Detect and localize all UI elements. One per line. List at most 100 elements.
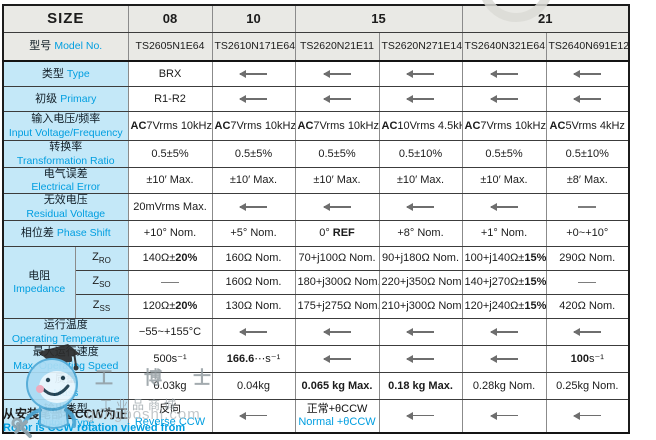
spec-cell <box>211 193 296 222</box>
ditto-left-arrow <box>406 70 434 77</box>
size-col-10: 10 <box>211 4 296 33</box>
spec-cell: 140Ω±20% <box>127 246 213 272</box>
spec-cell: 0.5±10% <box>378 140 463 168</box>
row-max-operating-speed: 最大运行速度 Max. Operating Speed 500s⁻¹ 166.6⋯… <box>2 345 630 374</box>
spec-cell <box>545 318 630 347</box>
spec-cell: 0.5±5% <box>294 140 380 168</box>
spec-cell <box>378 60 463 87</box>
spec-cell <box>211 398 296 434</box>
spec-cell: AC5Vrms 4kHz <box>545 111 630 141</box>
ditto-left-arrow <box>572 95 601 102</box>
row-electrical-error: 电气误差 Electrical Error ±10′ Max. ±10′ Max.… <box>2 166 630 195</box>
spec-cell: 0.04kg <box>211 372 296 400</box>
spec-cell <box>461 60 547 87</box>
row-label-input-voltage-frequency: 输入电压/频率 Input Voltage/Frequency <box>2 111 129 141</box>
spec-cell: 20mVrms Max. <box>127 193 213 222</box>
spec-cell: AC7Vrms 10kHz <box>127 111 213 141</box>
spec-cell: 140+j270Ω±15% <box>461 270 547 296</box>
row-label-operating-temperature: 运行温度 Operating Temperature <box>2 318 129 347</box>
spec-cell: 0.5±5% <box>461 140 547 168</box>
spec-cell: ±10′ Max. <box>211 166 296 195</box>
spec-cell: +10° Nom. <box>127 220 213 248</box>
spec-cell <box>294 318 380 347</box>
spec-cell: 0.18 kg Max. <box>378 372 463 400</box>
ditto-left-arrow <box>489 203 518 210</box>
row-impedance-zso: ZSO 160Ω Nom. 180+j300Ω Nom. 220+j350Ω Nom… <box>3 270 630 296</box>
spec-cell: 120+j240Ω±15% <box>461 294 547 320</box>
spec-cell <box>545 398 630 434</box>
spec-cell: AC7Vrms 10kHz <box>461 111 547 141</box>
spec-cell: 90+j180Ω Nom. <box>378 246 463 272</box>
dash-no-value <box>578 206 597 208</box>
ditto-left-arrow <box>239 70 267 77</box>
row-model-no: 型号 Model No. TS2605N1E64 TS2610N171E64 TS2… <box>2 32 630 62</box>
size-header-row: SIZE 08 10 15 21 <box>2 4 630 33</box>
rotation-footnote-en: Rotor is CCW rotation viewed from <box>3 422 186 435</box>
row-transformation-ratio: 转换率 Transformation Ratio 0.5±5% 0.5±5% 0.5… <box>2 140 630 168</box>
row-mass: 质量 Mass 0.03kg 0.04kg 0.065 kg Max. 0.18 kg… <box>2 372 630 400</box>
ditto-left-arrow <box>322 328 351 335</box>
row-label-type: 类型 Type <box>2 60 129 87</box>
spec-cell: 420Ω Nom. <box>545 294 630 320</box>
spec-cell: TS2640N691E125 <box>545 32 630 62</box>
spec-cell <box>461 318 547 347</box>
spec-cell <box>545 86 630 112</box>
rotation-footnote-cn: 从安装尾部看CCW为正 <box>3 407 128 421</box>
spec-cell: ±10′ Max. <box>461 166 547 195</box>
ditto-left-arrow <box>239 412 267 419</box>
spec-cell: 130Ω Nom. <box>211 294 296 320</box>
row-input-voltage-frequency: 输入电压/频率 Input Voltage/Frequency AC7Vrms … <box>2 111 630 141</box>
size-header-label: SIZE <box>2 4 129 33</box>
spec-cell: 166.6⋯s⁻¹ <box>211 345 296 374</box>
row-impedance-zro: 电阻 Impedance ZRO 140Ω±20% 160Ω Nom. 70+j10… <box>2 246 630 320</box>
spec-cell: 0.03kg <box>127 372 213 400</box>
ditto-left-arrow <box>406 412 434 419</box>
spec-cell <box>211 60 296 87</box>
spec-cell: +5° Nom. <box>211 220 296 248</box>
spec-cell: 220+j350Ω Nom. <box>378 270 463 296</box>
resolver-spec-table: SIZE 08 10 15 21 型号 Model No. TS2605N1E6… <box>2 4 630 434</box>
spec-cell <box>211 86 296 112</box>
row-impedance-zss: ZSS 120Ω±20% 130Ω Nom. 175+j275Ω Nom. 210+j… <box>3 294 630 320</box>
spec-cell: 0.5±5% <box>127 140 213 168</box>
spec-cell: ±10′ Max. <box>294 166 380 195</box>
ditto-left-arrow <box>489 412 518 419</box>
ditto-left-arrow <box>406 355 434 362</box>
spec-cell: 175+j275Ω Nom. <box>294 294 380 320</box>
spec-cell <box>545 270 630 296</box>
impedance-sublabel-zss: ZSS <box>74 294 129 320</box>
ditto-left-arrow <box>239 95 267 102</box>
spec-cell: 正常+θCCW Normal +θCCW <box>294 398 380 434</box>
row-phase-shift: 相位差 Phase Shift +10° Nom. +5° Nom. 0° REF +… <box>2 220 630 248</box>
spec-cell <box>461 86 547 112</box>
ditto-left-arrow <box>572 328 601 335</box>
ditto-left-arrow <box>239 328 267 335</box>
spec-cell <box>545 60 630 87</box>
dash-no-value <box>161 281 179 284</box>
ditto-left-arrow <box>572 70 601 77</box>
rotation-footnote: 从安装尾部看CCW为正 Rotor is CCW rotation viewed… <box>3 407 186 435</box>
spec-cell: 210+j300Ω Nom. <box>378 294 463 320</box>
size-col-21: 21 <box>461 4 630 33</box>
dash-no-value <box>578 281 597 284</box>
spec-cell: 0° REF <box>294 220 380 248</box>
spec-cell <box>294 345 380 374</box>
spec-cell <box>461 193 547 222</box>
impedance-sublabel-zro: ZRO <box>74 246 129 272</box>
spec-cell: TS2610N171E64 <box>211 32 296 62</box>
ditto-left-arrow <box>489 70 518 77</box>
row-operating-temperature: 运行温度 Operating Temperature −55~+155°C <box>2 318 630 347</box>
row-label-residual-voltage: 无效电压 Residual Voltage <box>2 193 129 222</box>
ditto-left-arrow <box>489 328 518 335</box>
row-label-mass: 质量 Mass <box>2 372 129 400</box>
spec-cell: BRX <box>127 60 213 87</box>
spec-cell: 500s⁻¹ <box>127 345 213 374</box>
spec-cell <box>461 398 547 434</box>
spec-cell: 180+j300Ω Nom. <box>294 270 380 296</box>
spec-cell: 290Ω Nom. <box>545 246 630 272</box>
spec-cell: 160Ω Nom. <box>211 246 296 272</box>
impedance-sublabel-zso: ZSO <box>74 270 129 296</box>
spec-cell: TS2620N21E11 <box>294 32 380 62</box>
spec-cell: R1-R2 <box>127 86 213 112</box>
